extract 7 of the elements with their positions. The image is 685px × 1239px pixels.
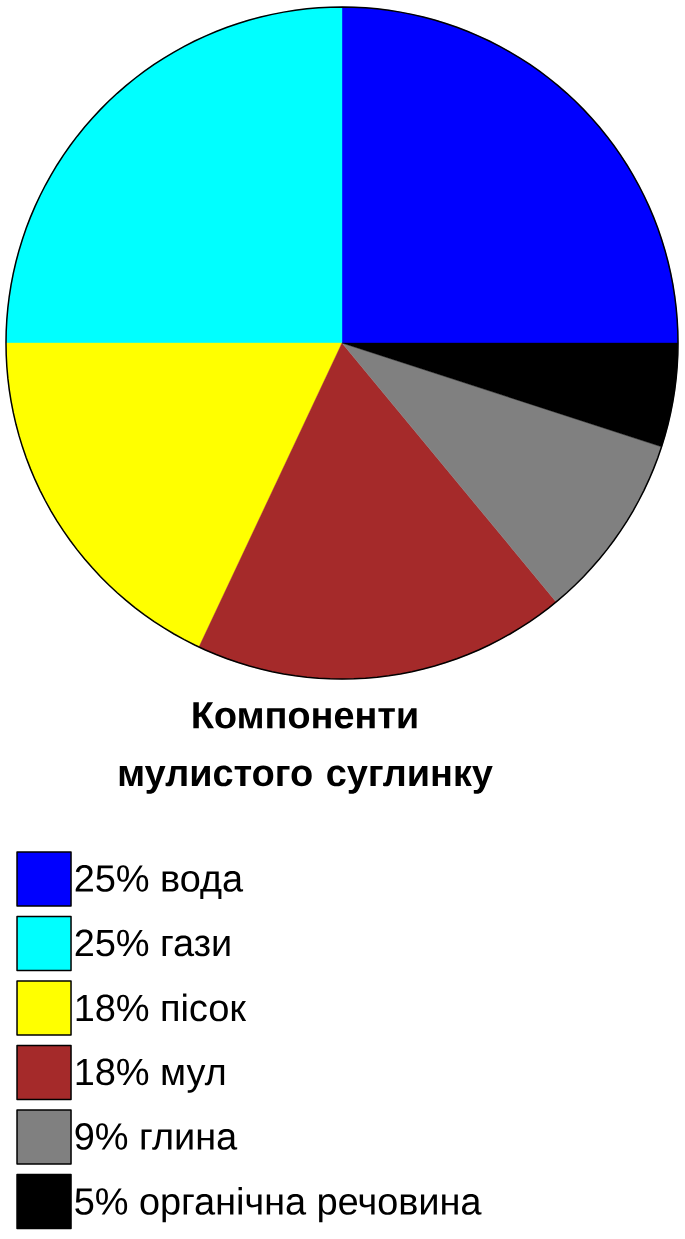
legend-label: 5% органічна речовина <box>75 1187 482 1223</box>
text: Компоненти мулистого суглинку <box>119 702 493 794</box>
legend-label: 25% гази <box>75 929 230 957</box>
legend-label: 9% глина <box>75 1123 238 1150</box>
legend-label: 18% мул <box>76 1058 225 1093</box>
legend-label: 25% вода <box>75 865 244 900</box>
legend-label: 18% пісок <box>76 993 247 1022</box>
